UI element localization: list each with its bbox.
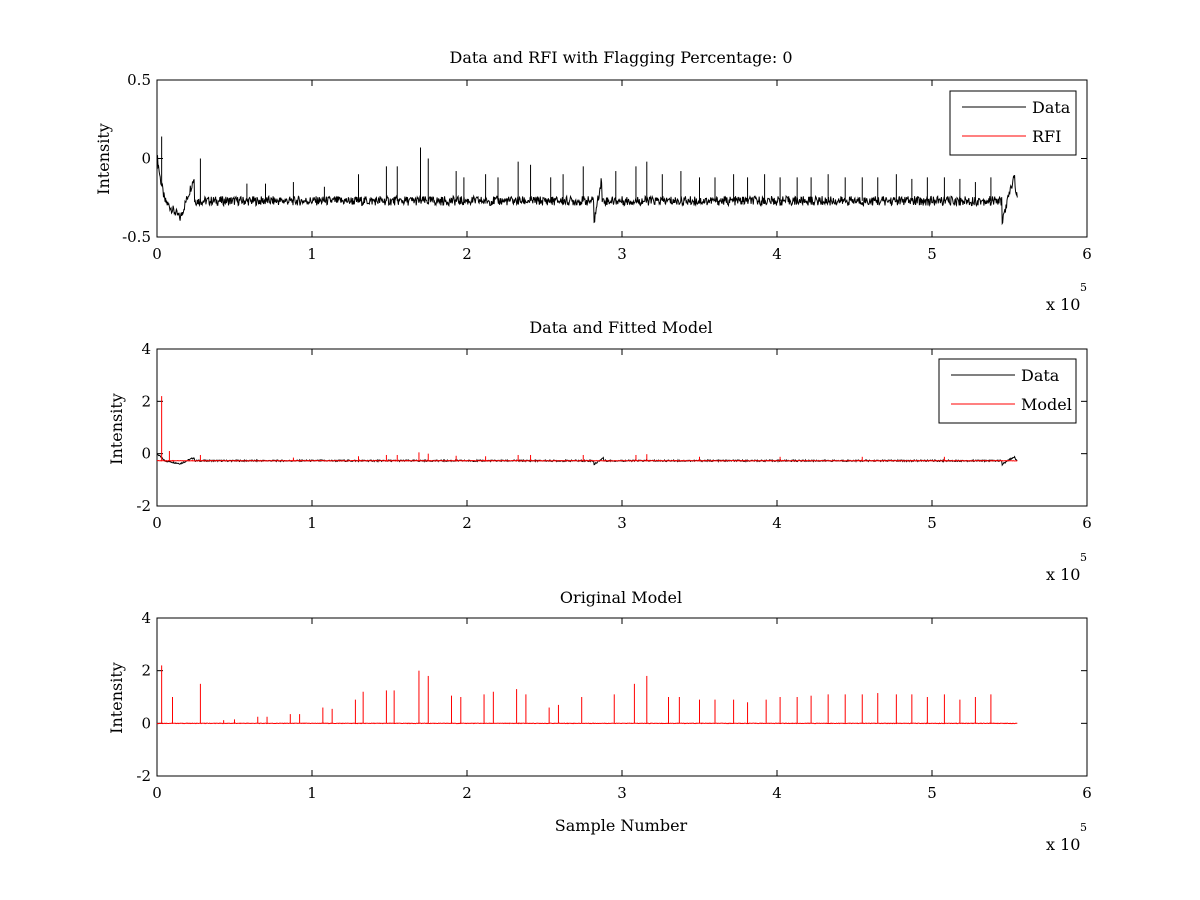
y-axis-label: Intensity	[107, 662, 126, 734]
y-tick-label: 0	[141, 150, 151, 168]
panel-original-model: Original Model Intensity Sample Number x…	[107, 588, 1092, 854]
chart-title: Data and RFI with Flagging Percentage: 0	[449, 48, 792, 67]
y-tick-label: -2	[136, 497, 151, 515]
x-tick-label: 4	[772, 784, 782, 802]
legend-box	[938, 358, 1077, 424]
y-tick-label: 4	[141, 340, 151, 358]
y-tick-label: 0.5	[127, 71, 151, 89]
x-tick-label: 5	[927, 514, 937, 532]
x-tick-label: 2	[462, 514, 472, 532]
y-tick-label: 0	[141, 445, 151, 463]
series-line-data	[156, 155, 1018, 226]
x-tick-label: 3	[617, 514, 627, 532]
x-tick-label: 6	[1082, 514, 1092, 532]
chart-title: Data and Fitted Model	[529, 318, 712, 337]
y-tick-label: 0	[141, 714, 151, 732]
legend-label: Data	[1021, 366, 1060, 385]
x-multiplier-exponent: 5	[1080, 821, 1087, 834]
legend-label: Model	[1021, 395, 1072, 414]
series-line-original-model	[156, 722, 1018, 725]
x-multiplier-label: x 10	[1046, 295, 1080, 314]
panel-data-and-fitted-model: Data and Fitted Model Intensity x 10 5 0…	[107, 318, 1092, 584]
plot-area	[156, 617, 1088, 777]
x-tick-label: 4	[772, 514, 782, 532]
x-tick-label: 6	[1082, 784, 1092, 802]
x-multiplier-exponent: 5	[1080, 551, 1087, 564]
x-tick-label: 3	[617, 784, 627, 802]
x-multiplier-label: x 10	[1046, 835, 1080, 854]
x-tick-label: 1	[307, 514, 317, 532]
plot-area	[156, 79, 1088, 238]
y-tick-label: -0.5	[122, 228, 151, 246]
x-axis-label: Sample Number	[555, 816, 688, 835]
y-tick-label: -2	[136, 767, 151, 785]
legend-label: RFI	[1032, 127, 1061, 146]
x-multiplier-label: x 10	[1046, 565, 1080, 584]
y-tick-label: 4	[141, 609, 151, 627]
legend-box	[949, 90, 1077, 156]
chart-title: Original Model	[560, 588, 682, 607]
series-line-model	[156, 459, 1018, 462]
x-tick-label: 2	[462, 784, 472, 802]
panel-data-and-rfi: Data and RFI with Flagging Percentage: 0…	[94, 48, 1092, 314]
x-tick-label: 0	[152, 784, 162, 802]
y-axis-label: Intensity	[94, 123, 113, 195]
x-tick-label: 6	[1082, 245, 1092, 263]
x-tick-label: 1	[307, 784, 317, 802]
x-tick-label: 1	[307, 245, 317, 263]
y-tick-label: 2	[141, 392, 151, 410]
x-tick-label: 5	[927, 245, 937, 263]
x-tick-label: 2	[462, 245, 472, 263]
y-tick-label: 2	[141, 662, 151, 680]
x-multiplier-exponent: 5	[1080, 281, 1087, 294]
legend-label: Data	[1032, 98, 1071, 117]
x-tick-label: 3	[617, 245, 627, 263]
x-tick-label: 0	[152, 514, 162, 532]
plot-area	[156, 348, 1088, 507]
y-axis-label: Intensity	[107, 393, 126, 465]
x-tick-label: 4	[772, 245, 782, 263]
x-tick-label: 5	[927, 784, 937, 802]
x-tick-label: 0	[152, 245, 162, 263]
